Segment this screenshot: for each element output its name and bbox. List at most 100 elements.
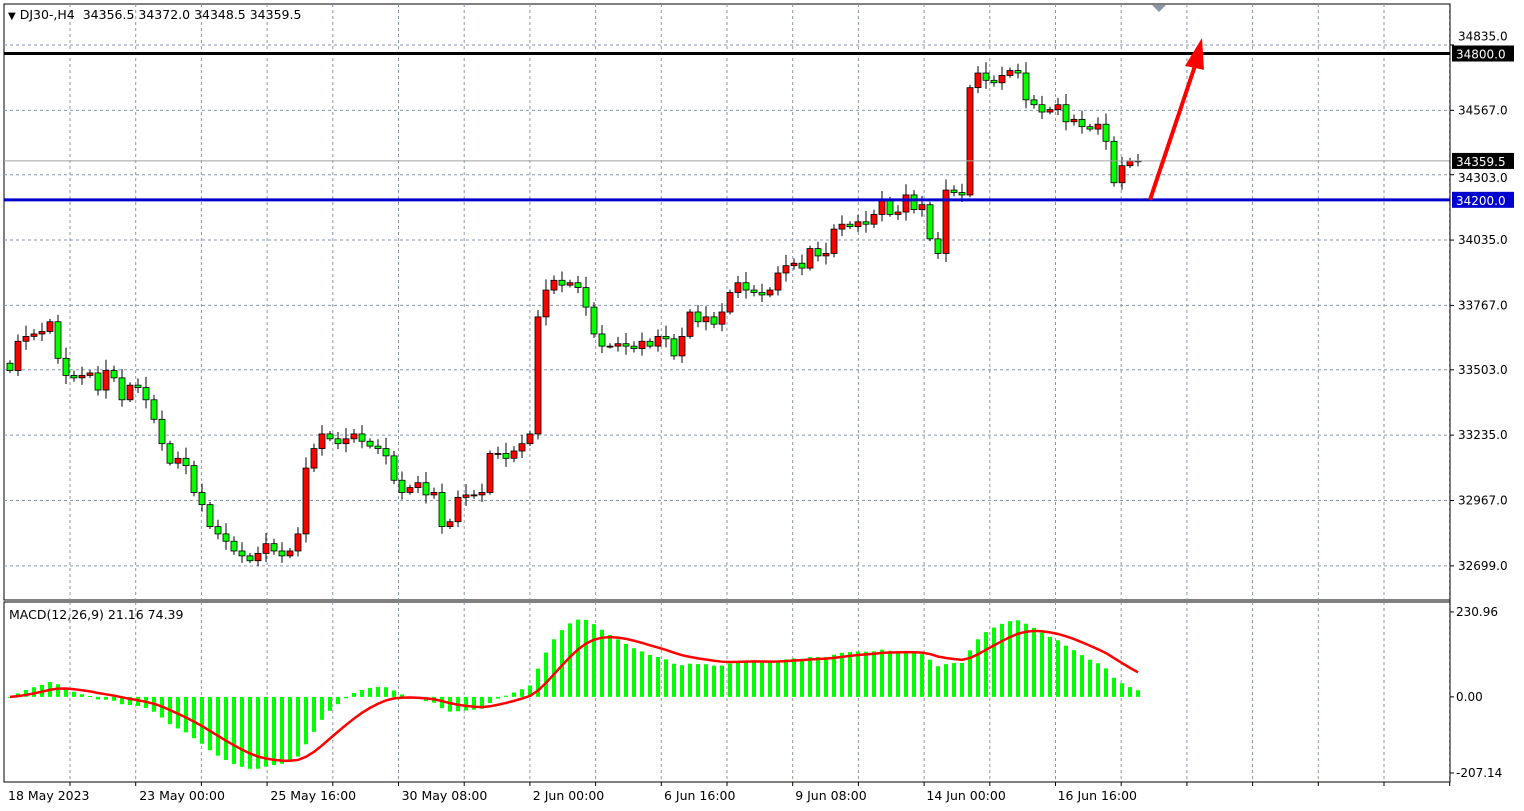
candle-body	[454, 496, 462, 523]
candle-body	[286, 550, 294, 557]
candle-body	[494, 453, 502, 455]
macd-histogram-bar	[216, 696, 220, 756]
price-level-label: 34200.0	[1456, 194, 1506, 208]
time-label: 25 May 16:00	[270, 788, 356, 803]
candle-body	[414, 482, 422, 488]
macd-histogram-bar	[1024, 623, 1028, 697]
candle-body	[382, 448, 390, 457]
dropdown-triangle-icon[interactable]: ▼	[8, 11, 16, 22]
price-tick-label: 33767.0	[1458, 298, 1508, 312]
time-label: 30 May 08:00	[402, 788, 488, 803]
macd-histogram-bar	[280, 696, 284, 764]
macd-histogram-bar	[384, 687, 388, 697]
macd-histogram-bar	[536, 668, 540, 697]
chart-header: ▼ DJ30-,H4 34356.5 34372.0 34348.5 34359…	[8, 7, 301, 22]
arrow-head-icon	[1185, 37, 1204, 70]
time-label: 9 Jun 08:00	[795, 788, 867, 803]
macd-histogram-bar	[88, 695, 92, 697]
candle-body	[510, 450, 518, 459]
macd-histogram-bar	[952, 663, 956, 697]
macd-histogram-bar	[96, 696, 100, 700]
candle-body	[518, 443, 526, 452]
candle-body	[502, 453, 510, 459]
candle-body	[830, 228, 838, 254]
candle-body	[886, 199, 894, 215]
macd-histogram-bar	[736, 661, 740, 697]
macd-histogram-bar	[792, 658, 796, 697]
candle-body	[366, 440, 374, 447]
candle-body	[62, 357, 70, 376]
candle-body	[374, 445, 382, 449]
candle-body	[406, 487, 414, 493]
candle-body	[142, 387, 150, 401]
candle-body	[470, 494, 478, 497]
macd-histogram-bar	[376, 687, 380, 697]
candle-body	[246, 555, 254, 562]
macd-histogram-bar	[896, 651, 900, 697]
macd-histogram-bar	[912, 652, 916, 697]
macd-histogram-bar	[672, 663, 676, 697]
candle-body	[390, 455, 398, 481]
candle-body	[1038, 104, 1046, 113]
candle-body	[574, 282, 582, 289]
macd-histogram-bar	[472, 696, 476, 710]
macd-histogram-bar	[680, 665, 684, 697]
macd-histogram-bar	[256, 696, 260, 769]
candle-body	[782, 265, 790, 274]
candle-body	[678, 335, 686, 357]
macd-histogram-bar	[936, 666, 940, 697]
candle-body	[1118, 165, 1126, 184]
macd-histogram-bar	[328, 696, 332, 711]
macd-histogram-bar	[392, 690, 396, 697]
arrow-shaft	[1148, 53, 1201, 201]
candle-body	[710, 316, 718, 325]
macd-histogram-bar	[1080, 655, 1084, 697]
candle-body	[702, 316, 710, 323]
price-tick-label: 32967.0	[1458, 494, 1508, 508]
macd-histogram-bar	[1016, 620, 1020, 697]
macd-histogram-bar	[752, 660, 756, 697]
macd-histogram-bar	[656, 656, 660, 697]
macd-histogram-bar	[240, 696, 244, 767]
macd-histogram-bar	[336, 696, 340, 705]
price-tick-label: 34035.0	[1458, 233, 1508, 247]
candle-body	[182, 457, 190, 467]
candle-body	[878, 199, 886, 215]
macd-histogram-bar	[728, 663, 732, 697]
macd-histogram-bar	[56, 684, 60, 697]
candle-body	[302, 467, 310, 535]
macd-label: MACD(12,26,9) 21.16 74.39	[9, 607, 184, 622]
candle-body	[614, 343, 622, 347]
candle-body	[134, 384, 142, 388]
price-tick-label: 33235.0	[1458, 428, 1508, 442]
candle-body	[430, 492, 438, 496]
macd-histogram-bar	[504, 695, 508, 697]
candle-body	[118, 377, 126, 401]
candle-body	[926, 204, 934, 240]
candle-body	[270, 543, 278, 552]
price-tick-label: 34303.0	[1458, 171, 1508, 185]
macd-histogram-bar	[464, 696, 468, 711]
macd-histogram-bar	[824, 657, 828, 697]
macd-histogram-bar	[720, 665, 724, 697]
macd-histogram-bar	[568, 623, 572, 697]
candle-body	[78, 375, 86, 379]
candle-body	[558, 279, 566, 286]
candle-body	[718, 311, 726, 325]
macd-histogram-bar	[248, 696, 252, 769]
candle-body	[606, 345, 614, 348]
candle-body	[38, 331, 46, 335]
macd-histogram-bar	[128, 696, 132, 706]
macd-histogram-bar	[880, 649, 884, 697]
candle-body	[190, 465, 198, 493]
macd-tick-label: -207.14	[1456, 766, 1502, 780]
macd-histogram-bar	[1040, 632, 1044, 697]
macd-histogram-bar	[608, 634, 612, 697]
candle-body	[974, 72, 982, 89]
candle-body	[54, 321, 62, 359]
macd-tick-label: 230.96	[1456, 605, 1498, 619]
candle-body	[1030, 99, 1038, 106]
candle-body	[1054, 104, 1062, 110]
candle-body	[254, 553, 262, 562]
